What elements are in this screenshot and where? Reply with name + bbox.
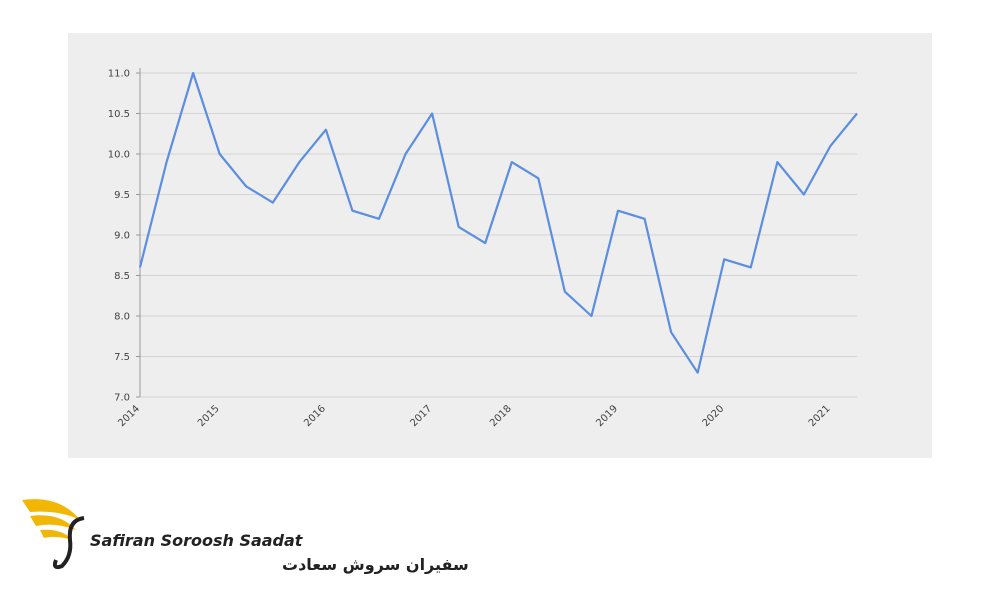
y-tick-label: 10.5 xyxy=(108,109,130,120)
y-tick-label: 9.5 xyxy=(114,190,130,201)
y-tick-label: 8.0 xyxy=(114,312,130,323)
logo-wing xyxy=(40,529,72,540)
y-tick-label: 10.0 xyxy=(108,150,130,161)
logo-swan xyxy=(52,516,85,570)
logo-wing xyxy=(30,515,76,530)
chart-background xyxy=(68,33,932,458)
data-line xyxy=(138,71,858,374)
y-tick-label: 7.5 xyxy=(114,352,130,363)
logo-wing xyxy=(22,499,80,520)
y-tick-label: 7.0 xyxy=(114,393,130,404)
logo-name-fa: سفیران سروش سعادت xyxy=(282,555,469,574)
y-tick-label: 9.0 xyxy=(114,231,130,242)
logo-name: Safiran Soroosh Saadat xyxy=(90,531,304,550)
logo: Safiran Soroosh Saadat سفیران سروش سعادت xyxy=(22,499,469,574)
y-tick-label: 11.0 xyxy=(108,69,130,80)
y-tick-label: 8.5 xyxy=(114,271,130,282)
